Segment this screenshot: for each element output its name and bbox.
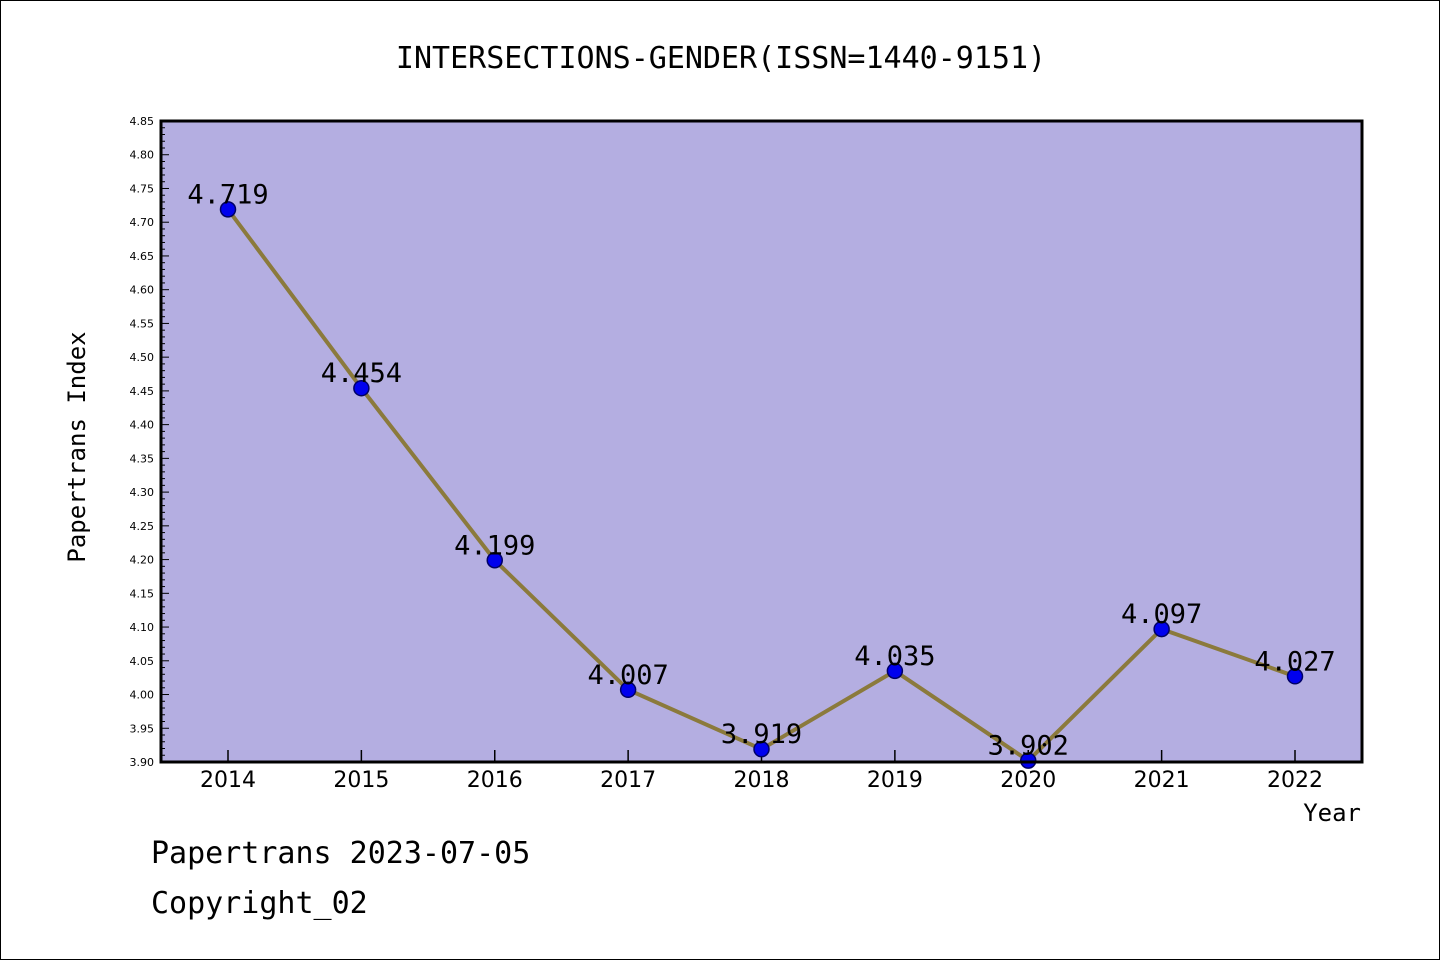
data-point: [753, 740, 770, 758]
data-label: 4.719: [187, 179, 268, 210]
data-point: [353, 379, 370, 397]
y-tick-label: 3.95: [130, 722, 155, 735]
data-point: [1153, 620, 1170, 638]
y-tick-label: 4.25: [130, 520, 155, 533]
data-point: [619, 681, 637, 699]
data-point: [1286, 668, 1304, 685]
footer-copyright: Copyright_02: [151, 886, 368, 921]
footer-date: Papertrans 2023-07-05: [151, 836, 531, 871]
y-tick-label: 4.15: [130, 587, 155, 600]
y-axis-title: Papertrans Index: [63, 331, 91, 562]
y-tick-label: 4.65: [130, 250, 155, 263]
y-tick-label: 4.05: [130, 655, 155, 668]
data-label: 3.902: [988, 731, 1069, 762]
data-label: 4.097: [1121, 599, 1202, 630]
data-label-group: 4.719 4.454 4.199 4.007 3.919 4.035 3.902 4.097…: [187, 179, 1335, 761]
plot-area: [161, 121, 1362, 762]
plot-border: [159, 119, 1364, 764]
data-label: 3.919: [721, 719, 802, 750]
data-label: 4.454: [321, 358, 402, 389]
y-tick-label: 4.00: [130, 689, 155, 702]
y-tick-label: 4.50: [130, 351, 155, 364]
chart-title: INTERSECTIONS-GENDER(ISSN=1440-9151): [396, 41, 1046, 76]
x-tick-label: 2020: [1000, 768, 1056, 793]
data-label: 4.199: [454, 530, 535, 561]
y-tick-label: 4.40: [130, 419, 155, 432]
y-tick-label: 4.20: [130, 554, 155, 567]
x-tick-label: 2017: [600, 768, 656, 793]
y-tick-label: 4.35: [130, 452, 155, 465]
y-tick-label: 4.45: [130, 385, 155, 398]
data-point: [219, 201, 237, 218]
y-tick-label: 4.60: [130, 284, 155, 297]
data-label: 4.035: [854, 641, 935, 672]
data-label: 4.007: [587, 660, 668, 691]
x-tick-label: 2021: [1134, 768, 1190, 793]
y-tick-label: 4.30: [130, 486, 155, 499]
x-axis-title: Year: [1303, 799, 1361, 827]
y-tick-label: 4.10: [130, 621, 155, 634]
data-point: [486, 552, 503, 569]
y-tick-label: 3.90: [130, 756, 155, 769]
x-tick-label: 2016: [467, 768, 523, 793]
x-axis: 2014 2015 2016 2017 2018 2019 2020 2021 2022: [200, 750, 1323, 793]
y-tick-label: 4.70: [130, 216, 155, 229]
data-point: [886, 662, 904, 680]
y-tick-label: 4.55: [130, 317, 155, 330]
x-tick-label: 2014: [200, 768, 256, 793]
y-tick-label: 4.80: [130, 149, 155, 162]
data-label: 4.027: [1254, 646, 1335, 677]
x-tick-label: 2019: [867, 768, 923, 793]
x-tick-label: 2015: [333, 768, 389, 793]
series-line-group: [219, 201, 1304, 769]
y-tick-label: 4.75: [130, 182, 155, 195]
y-tick-label: 4.85: [130, 115, 155, 128]
x-tick-label: 2022: [1267, 768, 1323, 793]
x-tick-label: 2018: [734, 768, 790, 793]
